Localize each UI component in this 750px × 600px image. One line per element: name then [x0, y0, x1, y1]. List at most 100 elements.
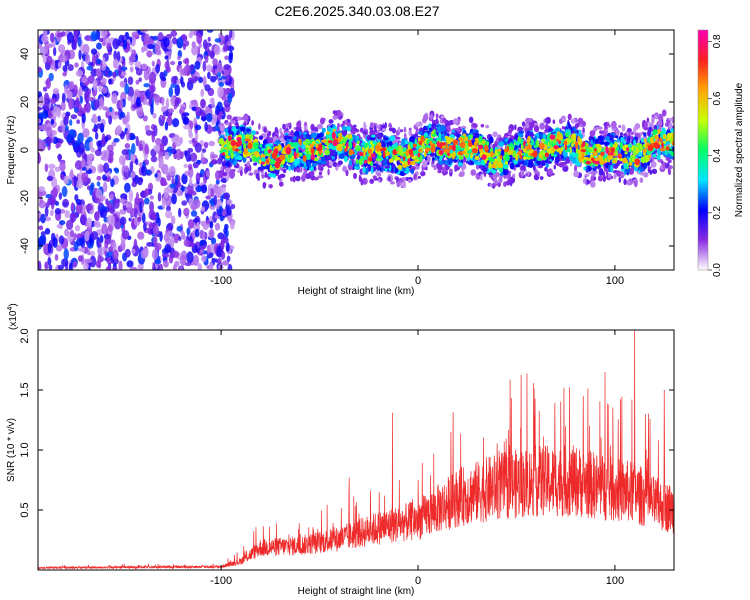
- spectrogram-cell: [93, 99, 100, 109]
- spectrogram-cell: [246, 160, 251, 167]
- spectrogram-cell: [79, 95, 84, 104]
- spectrogram-cell: [138, 143, 144, 152]
- spectrogram-cell: [124, 248, 131, 258]
- spectrogram-cell: [209, 188, 215, 198]
- spectrogram-cell: [153, 144, 161, 152]
- spectrogram-cell: [196, 159, 202, 165]
- spectrogram-cell: [585, 160, 592, 165]
- spectrogram-cell: [304, 138, 311, 145]
- spectrogram-cell: [261, 147, 265, 152]
- spectrogram-cell: [57, 153, 62, 163]
- spectrogram-cell: [268, 137, 274, 144]
- spectrogram-cell: [417, 131, 424, 135]
- spectrogram-cell: [44, 136, 53, 145]
- spectrogram-cell: [621, 168, 625, 172]
- spectrogram-cell: [239, 126, 246, 132]
- spectrogram-cell: [573, 164, 578, 172]
- spectrogram-cell: [372, 175, 377, 180]
- spectrogram-cell: [112, 266, 118, 270]
- spectrogram-cell: [633, 139, 636, 147]
- spectrogram-cell: [399, 170, 405, 177]
- spectrogram-cell: [92, 79, 98, 92]
- spectrogram-cell: [320, 166, 324, 172]
- spectrogram-cell: [332, 115, 338, 120]
- spectrogram-cell: [619, 158, 624, 162]
- spectrogram-cell: [210, 154, 219, 159]
- spectrogram-cell: [417, 175, 421, 179]
- spectrogram-cell: [274, 129, 279, 134]
- spectrogram-cell: [668, 165, 673, 170]
- spectrogram-cell: [555, 138, 560, 142]
- spectrogram-cell: [252, 141, 259, 150]
- spectrogram-cell: [621, 173, 625, 177]
- spectrogram-cell: [38, 152, 41, 164]
- spectrogram-cell: [101, 208, 107, 219]
- spectrogram-cell: [488, 136, 494, 144]
- spectrogram-cell: [199, 239, 207, 246]
- spectrogram-cell: [431, 133, 438, 137]
- spectrogram-cell: [540, 149, 546, 156]
- spectrogram-cell: [437, 170, 442, 174]
- spectrogram-cell: [223, 63, 231, 71]
- spectrogram-cell: [40, 231, 47, 236]
- spectrogram-cell: [104, 239, 109, 249]
- spectrogram-cell: [571, 158, 577, 164]
- spectrogram-cell: [378, 178, 381, 183]
- spectrogram-cell: [162, 111, 169, 117]
- spectrogram-cell: [369, 122, 374, 129]
- spectrogram-cell: [639, 143, 643, 150]
- spectrogram-cell: [328, 119, 334, 124]
- spectrogram-cell: [634, 136, 639, 141]
- spectrogram-cell: [429, 140, 433, 146]
- spectrogram-cell: [385, 156, 389, 160]
- spectrogram-cell: [231, 120, 236, 125]
- spectrogram-cell: [162, 37, 170, 48]
- spectrogram-cell: [667, 133, 671, 141]
- spectrogram-cell: [503, 181, 507, 187]
- spectrogram-cell: [414, 149, 418, 155]
- spectrogram-cell: [670, 128, 674, 133]
- spectrogram-cell: [605, 162, 609, 169]
- spectrogram-cell: [84, 230, 90, 242]
- spectrogram-cell: [225, 242, 230, 252]
- spectrogram-cell: [97, 115, 101, 122]
- spectrogram-cell: [160, 76, 167, 82]
- spectrogram-cell: [101, 133, 106, 145]
- spectrogram-cell: [218, 206, 224, 214]
- spectrogram-cell: [525, 117, 531, 124]
- spectrogram-cell: [497, 134, 502, 139]
- spectrogram-cell: [155, 63, 161, 74]
- spectrogram-cell: [336, 125, 340, 133]
- spectrogram-cell: [435, 113, 439, 119]
- spectrogram-cell: [192, 254, 200, 267]
- spectrogram-cell: [217, 62, 223, 74]
- spectrogram-cell: [383, 135, 386, 140]
- spectrogram-cell: [490, 163, 497, 169]
- spectrogram-cell: [521, 121, 526, 127]
- spectrogram-cell: [214, 38, 222, 43]
- spectrogram-cell: [112, 58, 119, 69]
- spectrogram-cell: [180, 76, 184, 85]
- spectrogram-cell: [110, 215, 116, 227]
- spectrogram-cell: [599, 176, 604, 180]
- spectrogram-cell: [144, 197, 150, 205]
- spectrogram-cell: [101, 77, 107, 85]
- spectrogram-cell: [214, 258, 219, 264]
- spectrogram-cell: [113, 138, 120, 143]
- spectrogram-cell: [64, 84, 69, 94]
- spectrogram-cell: [154, 173, 158, 178]
- spectrogram-cell: [662, 134, 667, 140]
- spectrogram-cell: [145, 169, 152, 176]
- spectrogram-cell: [643, 126, 649, 130]
- spectrogram-cell: [515, 163, 520, 168]
- spectrogram-cell: [274, 170, 280, 175]
- spectrogram-cell: [62, 198, 70, 208]
- spectrogram-cell: [546, 148, 552, 154]
- spectrogram-cell: [220, 166, 224, 171]
- spectrogram-cell: [573, 170, 580, 178]
- spectrogram-cell: [440, 125, 446, 133]
- spectrogram-cell: [219, 125, 226, 132]
- spectrogram-cell: [97, 246, 105, 257]
- spectrogram-cell: [494, 149, 498, 156]
- spectrogram-cell: [152, 225, 160, 236]
